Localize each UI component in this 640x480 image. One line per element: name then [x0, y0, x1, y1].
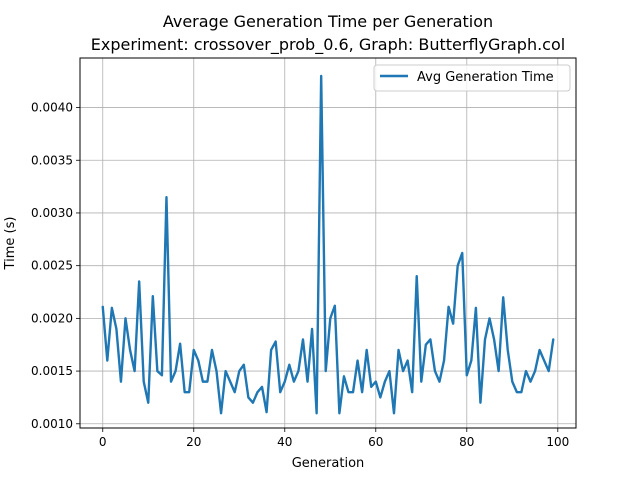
y-tick-label: 0.0035 — [31, 153, 73, 167]
y-axis-ticks: 0.0010 0.0015 0.0020 0.0025 0.0030 0.0035 0.00… — [31, 101, 80, 431]
x-tick-label: 40 — [277, 435, 292, 449]
chart-title-line-2: Experiment: crossover_prob_0.6, Graph: B… — [91, 35, 565, 55]
x-axis-ticks: 0 20 40 60 80 100 — [99, 428, 569, 449]
chart-title-line-1: Average Generation Time per Generation — [163, 12, 493, 31]
series-line-0 — [101, 74, 555, 415]
x-tick-label: 20 — [186, 435, 201, 449]
legend: Avg Generation Time — [373, 64, 571, 92]
x-tick-label: 100 — [546, 435, 569, 449]
x-tick-label: 0 — [99, 435, 107, 449]
y-tick-label: 0.0040 — [31, 101, 73, 115]
y-tick-label: 0.0025 — [31, 259, 73, 273]
x-tick-label: 60 — [368, 435, 383, 449]
legend-box — [373, 64, 571, 92]
y-axis-label: Time (s) — [3, 217, 18, 271]
plot-series — [101, 74, 555, 415]
x-tick-label: 80 — [459, 435, 474, 449]
y-tick-label: 0.0020 — [31, 311, 73, 325]
plot-area-frame — [79, 57, 577, 429]
x-axis-label: Generation — [292, 456, 365, 471]
y-tick-label: 0.0015 — [31, 364, 73, 378]
y-tick-label: 0.0010 — [31, 417, 73, 431]
legend-label: Avg Generation Time — [417, 70, 554, 85]
y-tick-label: 0.0030 — [31, 206, 73, 220]
